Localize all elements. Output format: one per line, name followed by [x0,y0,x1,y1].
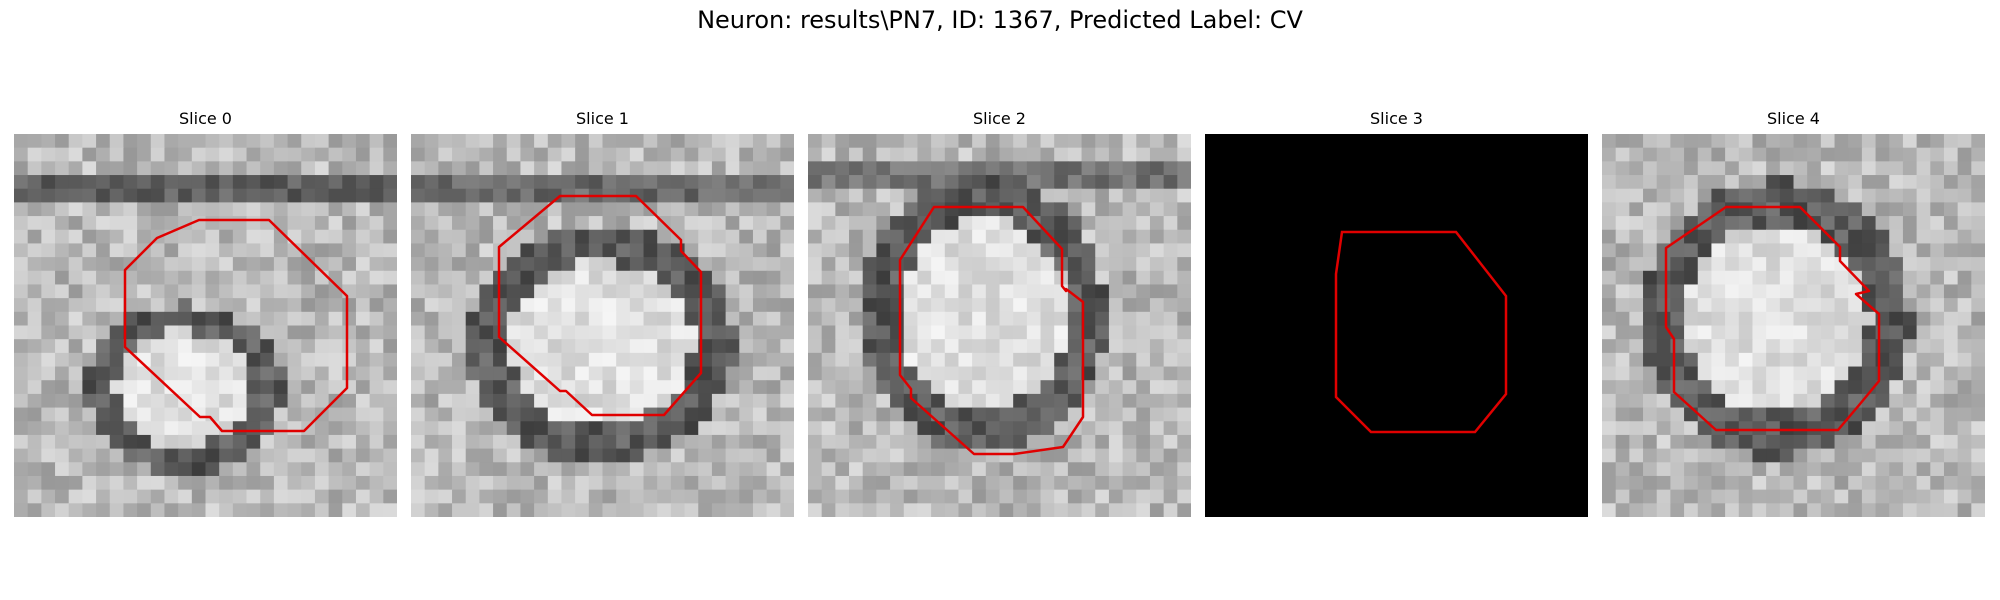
slice-title: Slice 0 [179,109,232,128]
slice-title: Slice 3 [1370,109,1423,128]
segmentation-contour [1664,205,1881,432]
slice-image [808,134,1191,517]
slice-title: Slice 2 [973,109,1026,128]
pixel-grid [1602,134,1985,517]
blank-slice-background [1205,134,1588,517]
slice-image [1205,134,1588,517]
slice-panel-4: Slice 4 [1602,108,1985,517]
segmentation-contour [1334,230,1508,434]
slice-title: Slice 1 [576,109,629,128]
slice-panel-3: Slice 3 [1205,108,1588,517]
pixel-grid [14,134,397,517]
slice-panel-1: Slice 1 [411,108,794,517]
slice-image [411,134,794,517]
slice-title: Slice 4 [1767,109,1820,128]
slice-image [1602,134,1985,517]
figure-title: Neuron: results\PN7, ID: 1367, Predicted… [697,6,1303,34]
segmentation-contour [497,194,703,417]
segmentation-contour [898,205,1085,456]
pixel-grid [808,134,1191,517]
slice-panel-2: Slice 2 [808,108,1191,517]
slice-image [14,134,397,517]
slice-panel-0: Slice 0 [14,108,397,517]
segmentation-contour [123,218,349,433]
pixel-grid [411,134,794,517]
